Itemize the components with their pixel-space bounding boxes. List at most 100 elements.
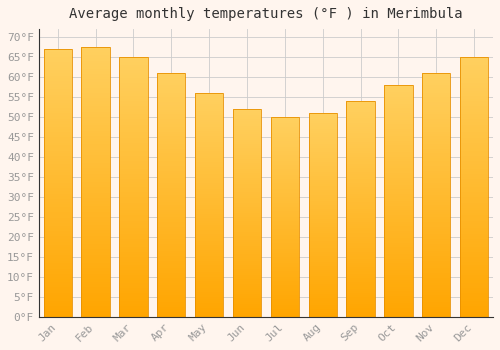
Bar [157, 241, 186, 244]
Bar [460, 65, 488, 68]
Bar [82, 255, 110, 258]
Bar [82, 171, 110, 174]
Bar [44, 92, 72, 94]
Bar [44, 151, 72, 153]
Bar [157, 183, 186, 185]
Bar [460, 145, 488, 148]
Bar [384, 252, 412, 254]
Bar [44, 135, 72, 138]
Bar [270, 263, 299, 265]
Bar [82, 295, 110, 298]
Bar [195, 182, 224, 185]
Bar [82, 271, 110, 274]
Bar [422, 251, 450, 253]
Bar [233, 115, 261, 117]
Bar [44, 271, 72, 274]
Bar [82, 287, 110, 290]
Bar [384, 243, 412, 245]
Bar [422, 178, 450, 180]
Bar [308, 115, 337, 117]
Bar [82, 120, 110, 122]
Bar [422, 268, 450, 271]
Bar [346, 241, 375, 244]
Bar [157, 275, 186, 278]
Bar [384, 166, 412, 168]
Bar [384, 303, 412, 305]
Bar [346, 198, 375, 200]
Bar [346, 138, 375, 140]
Bar [157, 280, 186, 283]
Bar [422, 202, 450, 205]
Bar [157, 178, 186, 180]
Bar [308, 239, 337, 241]
Bar [82, 301, 110, 303]
Bar [82, 133, 110, 136]
Bar [82, 193, 110, 195]
Bar [270, 253, 299, 255]
Bar [195, 111, 224, 113]
Bar [460, 57, 488, 60]
Bar [384, 85, 412, 87]
Bar [82, 168, 110, 171]
Bar [422, 314, 450, 317]
Bar [233, 267, 261, 269]
Bar [119, 145, 148, 148]
Bar [82, 266, 110, 268]
Bar [270, 227, 299, 229]
Bar [157, 139, 186, 141]
Bar [119, 117, 148, 119]
Bar [44, 223, 72, 226]
Bar [460, 312, 488, 314]
Bar [233, 215, 261, 217]
Bar [157, 231, 186, 234]
Bar [308, 127, 337, 129]
Bar [195, 270, 224, 272]
Bar [82, 247, 110, 249]
Bar [384, 305, 412, 308]
Bar [346, 259, 375, 261]
Bar [308, 170, 337, 172]
Bar [384, 201, 412, 203]
Bar [422, 122, 450, 124]
Bar [422, 136, 450, 139]
Bar [346, 205, 375, 207]
Bar [233, 244, 261, 246]
Bar [422, 95, 450, 97]
Bar [422, 195, 450, 197]
Bar [308, 252, 337, 254]
Bar [308, 219, 337, 221]
Bar [460, 117, 488, 119]
Bar [195, 276, 224, 279]
Bar [44, 97, 72, 100]
Bar [270, 233, 299, 235]
Bar [460, 163, 488, 166]
Bar [82, 144, 110, 147]
Bar [460, 70, 488, 72]
Bar [384, 127, 412, 129]
Bar [422, 256, 450, 258]
Bar [346, 107, 375, 110]
Bar [422, 219, 450, 222]
Bar [157, 117, 186, 119]
Bar [44, 309, 72, 312]
Bar [270, 279, 299, 281]
Bar [460, 179, 488, 182]
Bar [233, 288, 261, 290]
Bar [384, 148, 412, 150]
Bar [233, 281, 261, 284]
Bar [422, 158, 450, 161]
Bar [460, 156, 488, 158]
Bar [270, 207, 299, 209]
Bar [195, 98, 224, 100]
Bar [82, 112, 110, 114]
Bar [346, 239, 375, 241]
Bar [422, 302, 450, 304]
Bar [422, 258, 450, 261]
Bar [384, 250, 412, 252]
Bar [270, 241, 299, 243]
Bar [44, 242, 72, 245]
Bar [82, 160, 110, 163]
Bar [157, 207, 186, 210]
Bar [195, 297, 224, 299]
Bar [233, 254, 261, 257]
